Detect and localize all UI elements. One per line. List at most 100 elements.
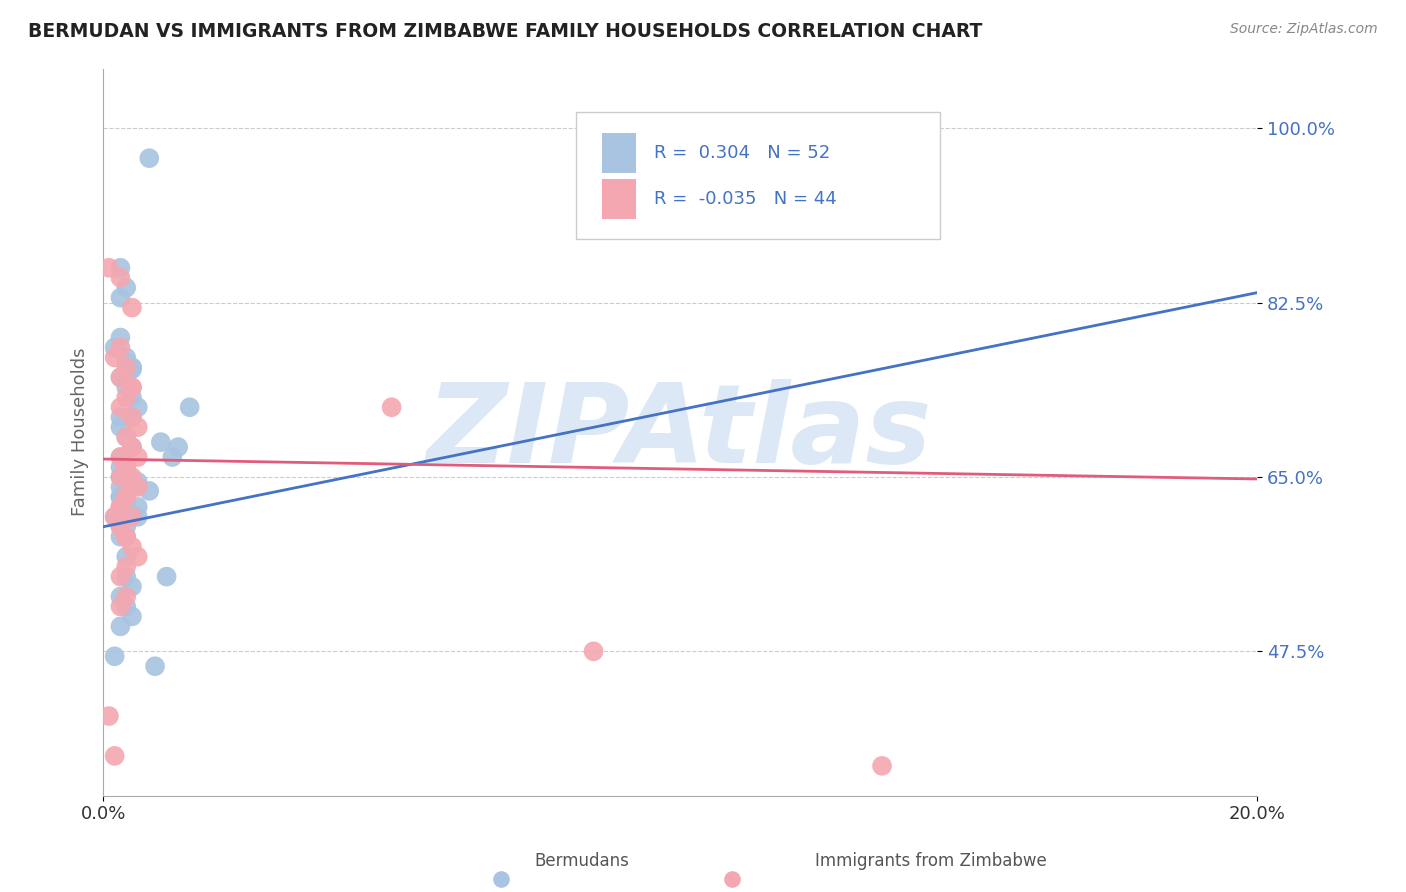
Point — [110, 599, 132, 614]
Point — [121, 440, 143, 454]
Point — [121, 360, 143, 375]
Point — [110, 500, 132, 514]
Point — [121, 540, 143, 554]
Point — [115, 365, 138, 379]
Point — [121, 390, 143, 404]
Point — [115, 430, 138, 444]
Point — [97, 260, 120, 275]
Point — [110, 470, 132, 484]
FancyBboxPatch shape — [602, 133, 637, 172]
Point — [115, 460, 138, 475]
Point — [110, 470, 132, 484]
Point — [121, 380, 143, 394]
Y-axis label: Family Households: Family Households — [72, 348, 89, 516]
Point — [110, 490, 132, 504]
Point — [121, 580, 143, 594]
Point — [115, 490, 138, 504]
Point — [110, 520, 132, 534]
Point — [110, 291, 132, 305]
FancyBboxPatch shape — [602, 179, 637, 219]
Point — [127, 401, 149, 415]
Point — [179, 401, 201, 415]
Point — [162, 450, 184, 464]
Point — [115, 530, 138, 544]
Point — [115, 460, 138, 475]
Point — [115, 599, 138, 614]
Point — [121, 480, 143, 494]
Point — [115, 569, 138, 583]
Point — [127, 509, 149, 524]
Point — [127, 549, 149, 564]
Point — [149, 435, 172, 450]
Point — [110, 370, 132, 384]
Point — [115, 559, 138, 574]
Point — [115, 520, 138, 534]
Point — [121, 380, 143, 394]
Point — [115, 380, 138, 394]
Point — [110, 330, 132, 344]
Point — [110, 450, 132, 464]
Point — [115, 490, 138, 504]
Point — [110, 619, 132, 633]
Point — [115, 355, 138, 369]
Point — [110, 410, 132, 425]
Point — [121, 470, 143, 484]
Point — [115, 549, 138, 564]
Text: BERMUDAN VS IMMIGRANTS FROM ZIMBABWE FAMILY HOUSEHOLDS CORRELATION CHART: BERMUDAN VS IMMIGRANTS FROM ZIMBABWE FAM… — [28, 22, 983, 41]
Point — [110, 530, 132, 544]
Point — [110, 569, 132, 583]
Point — [115, 430, 138, 444]
Point — [104, 509, 127, 524]
Point — [127, 500, 149, 514]
Point — [127, 475, 149, 489]
Point — [381, 401, 404, 415]
Point — [110, 420, 132, 434]
Point — [115, 590, 138, 604]
Point — [115, 460, 138, 475]
Point — [110, 450, 132, 464]
Point — [121, 410, 143, 425]
Point — [121, 440, 143, 454]
Point — [127, 480, 149, 494]
Point — [121, 609, 143, 624]
Text: Source: ZipAtlas.com: Source: ZipAtlas.com — [1230, 22, 1378, 37]
Point — [104, 351, 127, 365]
Point — [121, 301, 143, 315]
Point — [138, 483, 160, 498]
Point — [155, 569, 177, 583]
Point — [582, 644, 605, 658]
Point — [110, 370, 132, 384]
Point — [115, 530, 138, 544]
Point — [115, 460, 138, 475]
Text: Immigrants from Zimbabwe: Immigrants from Zimbabwe — [815, 852, 1047, 870]
Point — [127, 450, 149, 464]
Point — [110, 401, 132, 415]
Point — [115, 351, 138, 365]
Point — [138, 151, 160, 165]
FancyBboxPatch shape — [576, 112, 939, 239]
Point — [127, 420, 149, 434]
Point — [104, 748, 127, 763]
Point — [110, 490, 132, 504]
Point — [110, 500, 132, 514]
Point — [97, 709, 120, 723]
Text: R =  -0.035   N = 44: R = -0.035 N = 44 — [654, 190, 837, 208]
Point — [121, 509, 143, 524]
Text: ZIPAtlas: ZIPAtlas — [427, 378, 932, 485]
Text: R =  0.304   N = 52: R = 0.304 N = 52 — [654, 144, 830, 161]
Point — [121, 360, 143, 375]
Point — [110, 260, 132, 275]
Point — [115, 281, 138, 295]
Point — [104, 341, 127, 355]
Point — [870, 759, 893, 773]
Point — [121, 480, 143, 494]
Point — [121, 410, 143, 425]
Point — [115, 360, 138, 375]
Point — [115, 390, 138, 404]
Point — [110, 480, 132, 494]
Point — [115, 500, 138, 514]
Point — [110, 460, 132, 475]
Point — [110, 341, 132, 355]
Point — [104, 649, 127, 664]
Point — [110, 590, 132, 604]
